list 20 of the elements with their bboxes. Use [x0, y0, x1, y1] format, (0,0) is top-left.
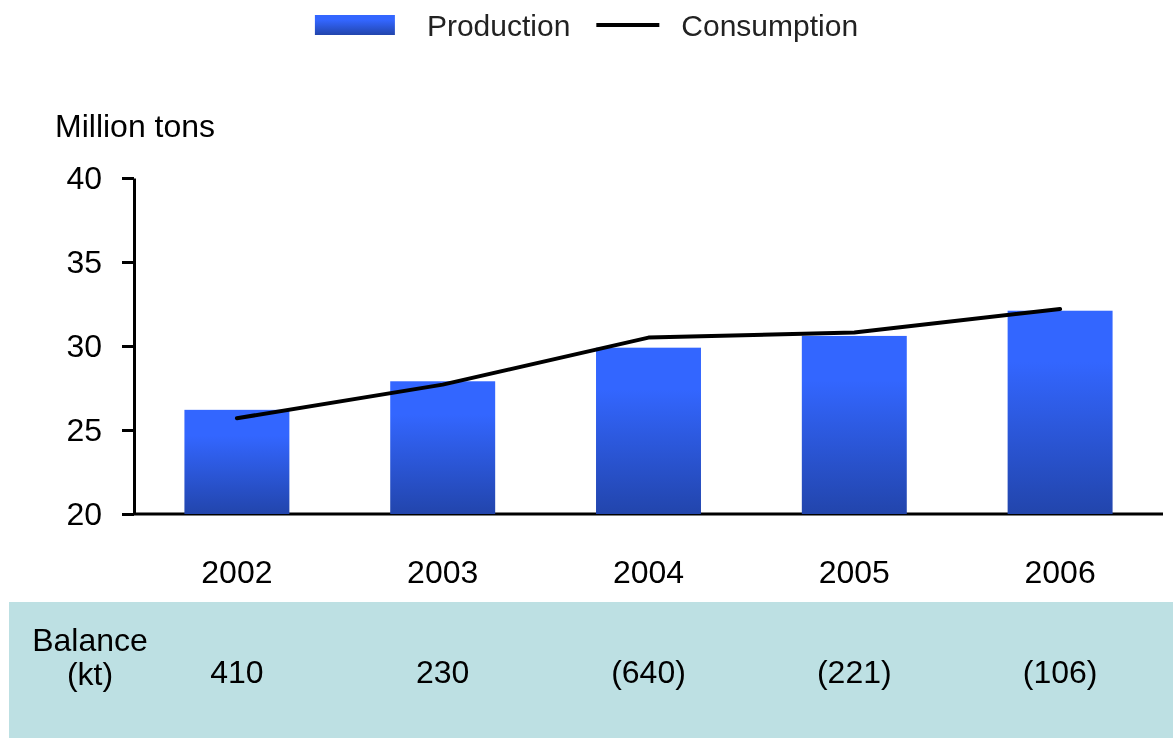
x-tick-label: 2003 [407, 553, 479, 590]
text: (221) [816, 654, 892, 690]
y-tick-label: 40 [66, 159, 102, 196]
y-tick-label: 35 [66, 243, 102, 280]
legend-label: Consumption [681, 9, 859, 42]
y-tick-label: 30 [66, 327, 102, 364]
x-tick-label: 2004 [612, 553, 685, 590]
text: Balance (kt) [32, 622, 148, 692]
y-tick-label: 20 [66, 495, 102, 532]
y-tick-label: 25 [66, 411, 102, 448]
text: 410 [210, 654, 264, 690]
x-tick-label: 2006 [1024, 553, 1096, 590]
text: (640) [611, 654, 686, 690]
line-series [234, 307, 1063, 421]
y-axis-title: Million tons [55, 108, 216, 144]
legend-label: Production [426, 9, 571, 42]
text: 230 [416, 654, 470, 690]
x-tick-label: 2005 [818, 553, 890, 590]
x-tick-label: 2002 [201, 553, 273, 590]
text: (106) [1022, 654, 1098, 690]
